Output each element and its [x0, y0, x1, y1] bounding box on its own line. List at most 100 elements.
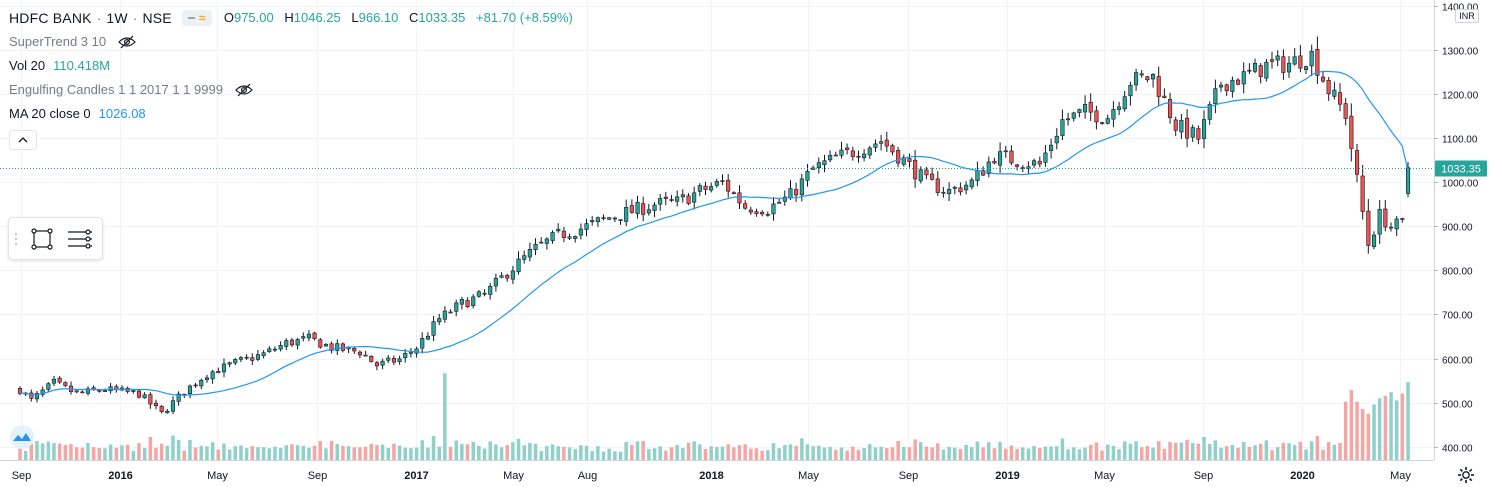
candle-body	[1366, 210, 1371, 246]
candle-body	[771, 203, 776, 215]
candle-body	[380, 360, 385, 366]
volume-bar	[1406, 381, 1410, 460]
candle-body	[1014, 164, 1020, 167]
separator-dot: ·	[132, 10, 138, 26]
candle	[397, 355, 402, 365]
price-tick-label: 1100.00	[1442, 135, 1478, 146]
volume-bar	[1174, 442, 1178, 460]
candle	[323, 343, 329, 347]
candle	[1360, 165, 1365, 220]
time-tick-label: May	[503, 470, 524, 482]
candle	[114, 384, 119, 393]
volume-bar	[1332, 444, 1337, 460]
candle	[1043, 145, 1048, 167]
gear-icon[interactable]	[1456, 465, 1476, 485]
candle-body	[981, 170, 986, 176]
candle	[607, 216, 612, 221]
candle-body	[935, 178, 940, 193]
grip-icon[interactable]	[11, 232, 21, 246]
candle-body	[799, 178, 804, 196]
volume-bar	[1004, 448, 1008, 460]
candle	[295, 337, 300, 350]
volume-bar	[686, 442, 691, 460]
volume-bar	[1270, 450, 1274, 460]
candle-body	[1349, 115, 1354, 149]
floating-drawing-toolbar[interactable]	[8, 217, 103, 260]
candle	[811, 165, 816, 170]
indicator-engulfing[interactable]: Engulfing Candles 1 1 2017 1 1 9999	[9, 78, 580, 102]
candle-body	[244, 356, 249, 359]
candle-body	[34, 393, 40, 400]
candle	[448, 309, 453, 314]
candle	[108, 382, 113, 394]
separator-dot: ·	[96, 10, 102, 26]
market-status-icon[interactable]: ≈	[181, 10, 212, 26]
candle	[142, 392, 147, 399]
price-axis[interactable]: 1400.00 1300.00 1200.00 1100.00 1000.00 900.0…	[1434, 3, 1479, 455]
volume-bar	[992, 448, 997, 460]
candle	[771, 197, 776, 221]
candle-body	[607, 217, 612, 220]
candle	[46, 382, 51, 393]
candle	[646, 204, 651, 216]
interval-label[interactable]: 1W	[106, 10, 128, 26]
candle-body	[1338, 92, 1343, 105]
candle	[335, 339, 340, 356]
candle-body	[272, 348, 278, 351]
candle-body	[408, 351, 414, 354]
candle	[85, 386, 90, 396]
volume-bar	[1157, 441, 1161, 460]
candle	[839, 142, 844, 159]
candle	[1151, 73, 1156, 88]
time-axis[interactable]: Sep 2016 May Sep 2017 May Aug 2018 May Sep 2019 May…	[12, 470, 1412, 482]
candle-body	[714, 181, 719, 186]
candle-body	[941, 191, 946, 194]
eye-crossed-icon[interactable]	[235, 83, 253, 97]
time-tick-label: May	[798, 470, 819, 482]
currency-badge[interactable]: INR	[1455, 9, 1479, 23]
candle-body	[573, 236, 578, 239]
candle-body	[1377, 209, 1382, 235]
volume-bar	[1298, 441, 1303, 460]
volume-bar	[1145, 446, 1150, 460]
volume-bar	[845, 450, 849, 460]
candle-body	[1389, 226, 1394, 229]
candle-body	[425, 335, 431, 340]
volume-bar	[29, 443, 34, 460]
volume-bar	[1309, 441, 1314, 460]
volume-bar	[267, 448, 271, 460]
volume-bar	[902, 446, 906, 460]
volume-bar	[958, 449, 963, 460]
volume-bar	[1287, 443, 1291, 460]
volume-bar	[998, 441, 1002, 460]
candle	[306, 330, 312, 342]
candle	[1264, 58, 1269, 82]
rectangle-tool-button[interactable]	[25, 223, 59, 255]
candle-body	[709, 186, 714, 191]
volume-bar	[562, 446, 566, 460]
candle-body	[839, 149, 844, 156]
lines-tool-button[interactable]	[63, 223, 97, 255]
tradingview-logo-icon[interactable]	[10, 425, 34, 449]
volume-bar	[1208, 444, 1212, 460]
collapse-legend-button[interactable]	[9, 130, 37, 150]
candle-body	[510, 270, 515, 280]
indicator-ma[interactable]: MA 20 close 0 1026.08	[9, 102, 580, 126]
candle-body	[153, 402, 158, 407]
candle-body	[527, 249, 532, 258]
indicator-supertrend[interactable]: SuperTrend 3 10	[9, 30, 580, 54]
indicator-volume[interactable]: Vol 20 110.418M	[9, 54, 580, 78]
candle-body	[255, 354, 261, 360]
volume-bar	[69, 444, 73, 460]
candle-body	[748, 209, 753, 213]
open-value: 975.00	[233, 10, 274, 25]
volume-bar	[766, 450, 770, 460]
chevron-up-icon	[18, 137, 28, 143]
candle-body	[267, 348, 272, 352]
price-tick-label: 700.00	[1442, 311, 1473, 322]
symbol-name[interactable]: HDFC BANK	[9, 10, 92, 26]
eye-crossed-icon[interactable]	[118, 35, 136, 49]
candle-body	[794, 189, 799, 196]
candle-body	[250, 357, 255, 361]
